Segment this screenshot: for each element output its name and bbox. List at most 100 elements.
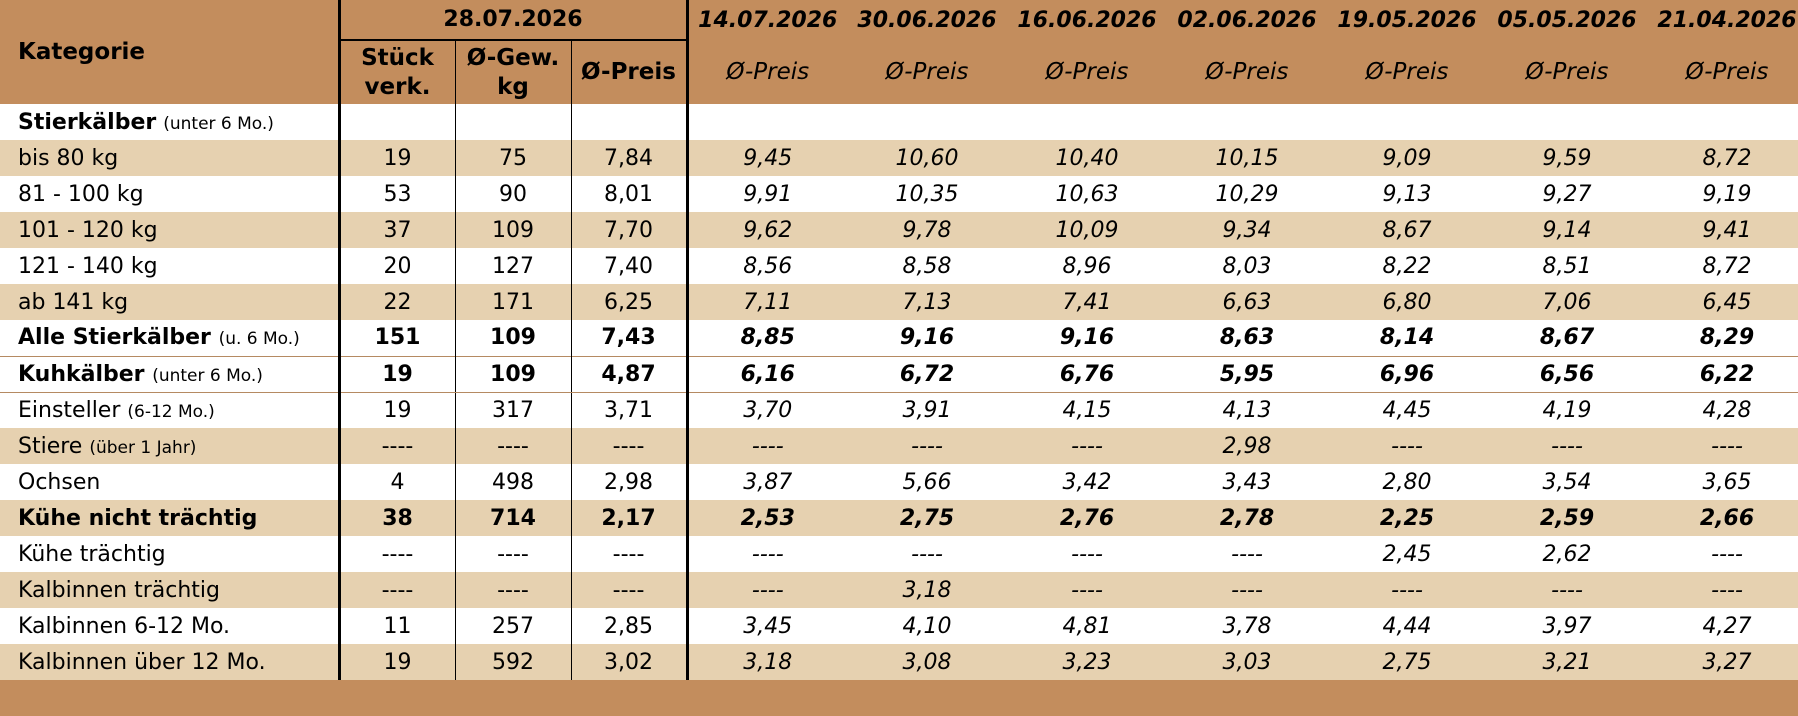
row-category-note: (u. 6 Mo.) bbox=[218, 329, 300, 350]
row-category-name: Einsteller bbox=[18, 397, 121, 423]
cell-stueck: 37 bbox=[339, 212, 455, 248]
cell-hist-preis: 4,44 bbox=[1382, 613, 1432, 639]
cell-gewicht: 109 bbox=[454, 212, 571, 248]
cell-hist-preis: 9,16 bbox=[899, 325, 955, 351]
cell-hist-preis: 6,63 bbox=[1167, 284, 1328, 320]
row-category-name: Alle Stierkälber bbox=[18, 325, 211, 351]
row-category-name: Kalbinnen 6-12 Mo. bbox=[18, 613, 231, 639]
cell-hist-preis: 2,25 bbox=[1327, 500, 1488, 536]
cell-hist-preis: ---- bbox=[687, 428, 848, 464]
cell-hist-preis: 4,19 bbox=[1542, 397, 1592, 423]
cell-hist-preis: 9,34 bbox=[1167, 212, 1328, 248]
cell-preis: ---- bbox=[570, 572, 689, 608]
cell-preis: 7,43 bbox=[570, 320, 689, 356]
empty-cell bbox=[687, 104, 1798, 140]
cell-gewicht: 171 bbox=[454, 284, 571, 320]
cell-stueck: 22 bbox=[339, 284, 455, 320]
cell-hist-preis: 3,97 bbox=[1542, 613, 1592, 639]
cell-stueck: 11 bbox=[383, 613, 412, 639]
cell-hist-preis: ---- bbox=[911, 541, 943, 567]
row-category-name: 121 - 140 kg bbox=[18, 253, 158, 279]
row-category: Kühe nicht trächtig bbox=[0, 500, 341, 536]
cell-hist-preis: 8,58 bbox=[902, 253, 952, 279]
table-row: Kühe trächtig ---- ---- ---- ---- ---- ---- ---… bbox=[0, 536, 1798, 572]
cell-hist-preis: 3,21 bbox=[1487, 644, 1648, 680]
cell-gewicht: 498 bbox=[454, 464, 571, 500]
cell-stueck: 19 bbox=[339, 140, 455, 176]
cell-gewicht: 127 bbox=[454, 248, 571, 284]
empty-cell bbox=[570, 104, 689, 140]
cell-gewicht: 714 bbox=[454, 500, 571, 536]
row-category: Kalbinnen trächtig bbox=[0, 572, 341, 608]
row-category-name: ab 141 kg bbox=[18, 289, 129, 315]
cell-hist-preis: 8,14 bbox=[1379, 325, 1435, 351]
cell-preis: 7,84 bbox=[570, 140, 689, 176]
cell-hist-preis: 2,76 bbox=[1007, 500, 1168, 536]
cell-stueck: 4 bbox=[390, 469, 405, 495]
cell-hist-preis: 6,22 bbox=[1647, 355, 1798, 393]
cell-hist-preis: 2,80 bbox=[1382, 469, 1432, 495]
cell-hist-preis: 8,51 bbox=[1542, 253, 1592, 279]
cell-hist-preis: 8,85 bbox=[740, 325, 795, 351]
table-header: Kategorie 28.07.2026 14.07.2026 30.06.20… bbox=[0, 0, 1798, 104]
row-category-name: Kalbinnen über 12 Mo. bbox=[18, 649, 266, 675]
empty-cell bbox=[339, 104, 455, 140]
header-hist-date: 14.07.2026 bbox=[687, 0, 848, 40]
cell-hist-preis: 8,67 bbox=[1327, 212, 1488, 248]
row-category: bis 80 kg bbox=[0, 140, 341, 176]
footer-cell bbox=[0, 680, 1798, 716]
cell-hist-preis: 3,87 bbox=[743, 469, 793, 495]
cell-hist-preis: 10,29 bbox=[1215, 181, 1279, 207]
cell-preis: ---- bbox=[570, 428, 689, 464]
cell-hist-preis: 8,96 bbox=[1062, 253, 1112, 279]
cell-hist-preis: 10,40 bbox=[1007, 140, 1168, 176]
row-category-name: bis 80 kg bbox=[18, 145, 119, 171]
cell-hist-preis: 9,59 bbox=[1487, 140, 1648, 176]
cell-gewicht: ---- bbox=[454, 536, 571, 572]
cell-stueck: ---- bbox=[381, 541, 414, 567]
row-category-note: (über 1 Jahr) bbox=[89, 437, 197, 458]
cell-hist-preis: ---- bbox=[1071, 541, 1103, 567]
header-stueck: Stück verk. bbox=[339, 39, 455, 104]
cell-hist-preis: 3,23 bbox=[1007, 644, 1168, 680]
table-row: 121 - 140 kg 20 127 7,40 8,56 8,58 8,96 8,03 8,2… bbox=[0, 248, 1798, 284]
header-hist-preis: Ø-Preis bbox=[847, 40, 1008, 104]
cell-hist-preis: 8,29 bbox=[1699, 325, 1755, 351]
row-category-name: Stiere bbox=[18, 433, 83, 459]
cell-preis: 2,85 bbox=[570, 608, 689, 644]
cell-hist-preis: 3,27 bbox=[1647, 644, 1798, 680]
table-row: 101 - 120 kg 37 109 7,70 9,62 9,78 10,09 9,34 8,… bbox=[0, 212, 1798, 248]
row-category-name: Kuhkälber bbox=[18, 361, 145, 387]
cell-hist-preis: 4,15 bbox=[1062, 397, 1112, 423]
empty-cell bbox=[454, 104, 571, 140]
cell-hist-preis: 2,53 bbox=[687, 500, 848, 536]
section-note: (unter 6 Mo.) bbox=[163, 113, 274, 134]
cell-hist-preis: 3,45 bbox=[743, 613, 793, 639]
header-hist-preis: Ø-Preis bbox=[1167, 40, 1328, 104]
header-hist-preis: Ø-Preis bbox=[1487, 40, 1648, 104]
cell-gewicht: 257 bbox=[454, 608, 571, 644]
cell-preis: 7,70 bbox=[570, 212, 689, 248]
cell-preis: 7,40 bbox=[570, 248, 689, 284]
cell-hist-preis: 10,63 bbox=[1055, 181, 1119, 207]
cell-hist-preis: 8,03 bbox=[1222, 253, 1272, 279]
cell-hist-preis: 4,45 bbox=[1382, 397, 1432, 423]
cell-hist-preis: 8,63 bbox=[1219, 325, 1275, 351]
section-name: Stierkälber bbox=[18, 109, 157, 135]
row-category-name: Kühe nicht trächtig bbox=[18, 505, 258, 531]
table-row: Stiere (über 1 Jahr) ---- ---- ---- ---- ----… bbox=[0, 428, 1798, 464]
cell-hist-preis: 5,95 bbox=[1167, 355, 1328, 393]
cell-hist-preis: ---- bbox=[1647, 572, 1798, 608]
cell-hist-preis: 9,45 bbox=[687, 140, 848, 176]
cell-hist-preis: ---- bbox=[847, 428, 1008, 464]
cell-hist-preis: 7,11 bbox=[687, 284, 848, 320]
header-kategorie: Kategorie bbox=[0, 0, 341, 104]
row-category: ab 141 kg bbox=[0, 284, 341, 320]
cell-hist-preis: 6,96 bbox=[1327, 355, 1488, 393]
cell-hist-preis: 6,16 bbox=[687, 355, 848, 393]
cell-preis: 2,98 bbox=[570, 464, 689, 500]
row-category-name: Kühe trächtig bbox=[18, 541, 166, 567]
cell-hist-preis: 3,91 bbox=[902, 397, 952, 423]
cell-hist-preis: 9,19 bbox=[1702, 181, 1752, 207]
cell-hist-preis: 3,70 bbox=[743, 397, 793, 423]
